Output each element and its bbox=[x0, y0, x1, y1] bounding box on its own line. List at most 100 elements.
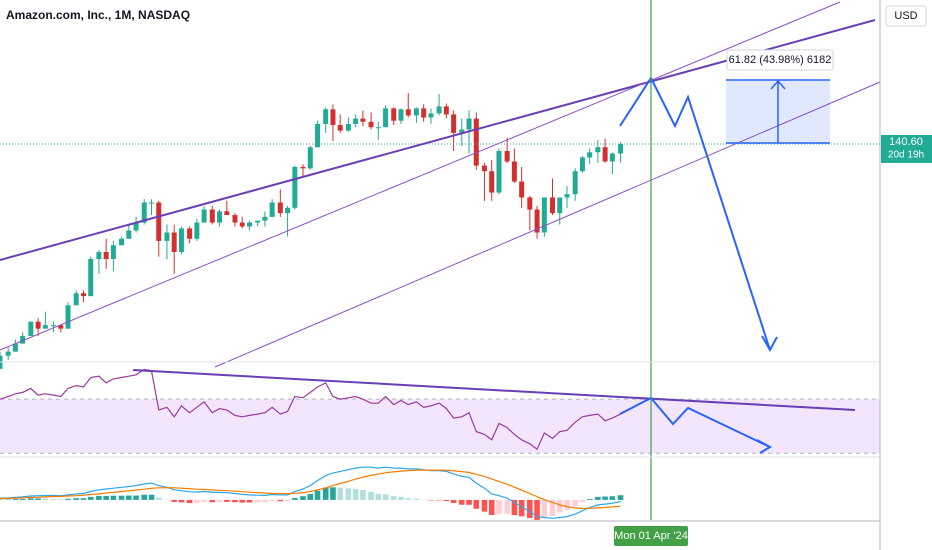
candle-body bbox=[504, 150, 510, 162]
macd-histogram-bar bbox=[57, 499, 64, 500]
channel-line bbox=[0, 1, 841, 351]
rsi-projection-path bbox=[619, 396, 771, 448]
overlay-layer: 140.60 20d 19h bbox=[881, 134, 932, 163]
macd-histogram-bar bbox=[572, 499, 578, 507]
candle-body bbox=[164, 232, 170, 241]
currency-box[interactable] bbox=[885, 5, 927, 27]
macd-histogram-bar bbox=[518, 499, 525, 517]
candle-body bbox=[277, 202, 283, 214]
candle-body bbox=[110, 245, 116, 259]
macd-histogram-bar bbox=[292, 498, 298, 500]
candle-body bbox=[564, 194, 570, 198]
candle-body bbox=[511, 161, 517, 182]
macd-histogram-bar bbox=[488, 499, 495, 515]
macd-histogram-bar bbox=[352, 488, 359, 500]
candle-body bbox=[451, 114, 457, 133]
channel-line bbox=[214, 81, 881, 368]
candle-body bbox=[171, 232, 177, 252]
candle-body bbox=[413, 108, 419, 116]
macd-histogram-bar bbox=[595, 496, 601, 500]
macd-histogram-bar bbox=[360, 490, 366, 500]
candle-body bbox=[5, 351, 11, 356]
rsi-projection-arrowhead bbox=[756, 439, 773, 454]
currency[interactable]: USD bbox=[894, 10, 917, 22]
macd-histogram-bar bbox=[314, 490, 321, 500]
marks-layer bbox=[0, 93, 880, 520]
macd-histogram-bar bbox=[194, 499, 200, 503]
macd-histogram-bar bbox=[466, 499, 472, 505]
macd-histogram-bar bbox=[413, 498, 420, 500]
macd-histogram-bar bbox=[277, 499, 284, 502]
candle-body bbox=[609, 153, 615, 162]
candle-body bbox=[35, 321, 41, 329]
candle-body bbox=[534, 209, 540, 233]
macd-histogram-bar bbox=[103, 495, 109, 500]
macd-histogram-bar bbox=[602, 496, 608, 500]
candle-body bbox=[103, 251, 109, 259]
macd-histogram-bar bbox=[224, 499, 230, 502]
macd-histogram-bar bbox=[405, 498, 412, 500]
macd-histogram-bar bbox=[609, 496, 616, 500]
candle-body bbox=[353, 118, 359, 124]
macd-histogram-bar bbox=[504, 499, 510, 514]
candle-body bbox=[141, 202, 147, 223]
rsi-line bbox=[0, 368, 621, 451]
macd-histogram-bar bbox=[12, 499, 19, 500]
candle-body bbox=[119, 238, 125, 246]
macd-histogram-bar bbox=[246, 499, 253, 503]
macd-histogram-bar bbox=[232, 499, 238, 503]
candle-body bbox=[156, 202, 162, 241]
candle-body bbox=[224, 211, 230, 216]
macd-histogram-bar bbox=[28, 498, 34, 500]
candle-body bbox=[307, 147, 313, 169]
candle-body bbox=[602, 147, 608, 162]
candle-body bbox=[428, 113, 434, 118]
candle-body bbox=[579, 157, 585, 172]
macd-histogram-bar bbox=[443, 499, 450, 502]
candle-body bbox=[360, 118, 366, 122]
candle-body bbox=[572, 171, 578, 195]
candle-body bbox=[12, 343, 18, 352]
macd-histogram-bar bbox=[330, 487, 336, 500]
macd-histogram-bar bbox=[133, 495, 139, 500]
candle-body bbox=[209, 209, 215, 223]
macd-histogram-bar bbox=[118, 495, 125, 500]
macd-histogram-bar bbox=[148, 494, 155, 500]
candle-body bbox=[330, 109, 336, 126]
macd-histogram-bar bbox=[345, 488, 352, 500]
candle-body bbox=[300, 166, 306, 169]
macd-histogram-bar bbox=[300, 496, 306, 500]
macd-histogram-bar bbox=[141, 494, 148, 500]
projection-arrowhead bbox=[761, 335, 778, 353]
candle-body bbox=[375, 127, 381, 129]
macd-histogram-bar bbox=[398, 496, 404, 500]
candle-body bbox=[473, 118, 479, 166]
macd-line bbox=[0, 469, 621, 510]
macd-histogram-bar bbox=[216, 499, 223, 502]
macd-histogram-bar bbox=[322, 487, 329, 500]
macd-histogram-bar bbox=[35, 498, 41, 500]
candle-body bbox=[398, 109, 404, 121]
macd-histogram-bar bbox=[284, 499, 291, 502]
candle-body bbox=[337, 125, 343, 131]
macd-histogram-bar bbox=[586, 499, 593, 500]
candle-body bbox=[595, 147, 601, 153]
macd-histogram-bar bbox=[110, 495, 117, 500]
macd-histogram-bar bbox=[65, 498, 71, 500]
macd-histogram-bar bbox=[549, 499, 556, 516]
candle-body bbox=[436, 106, 442, 114]
candle-body bbox=[391, 108, 397, 121]
macd-histogram-bar bbox=[534, 499, 540, 520]
macd-histogram-bar bbox=[171, 499, 177, 502]
macd-histogram-bar bbox=[155, 497, 162, 500]
macd-histogram-bar bbox=[201, 499, 207, 502]
candle-body bbox=[443, 106, 449, 115]
candle-body bbox=[149, 202, 155, 204]
countdown: 20d 19h bbox=[888, 150, 924, 161]
chart-title: Amazon.com, Inc., 1M, NASDAQ bbox=[6, 8, 190, 22]
macd-histogram-bar bbox=[73, 498, 80, 500]
candle-body bbox=[20, 335, 26, 344]
candle-body bbox=[269, 202, 275, 217]
